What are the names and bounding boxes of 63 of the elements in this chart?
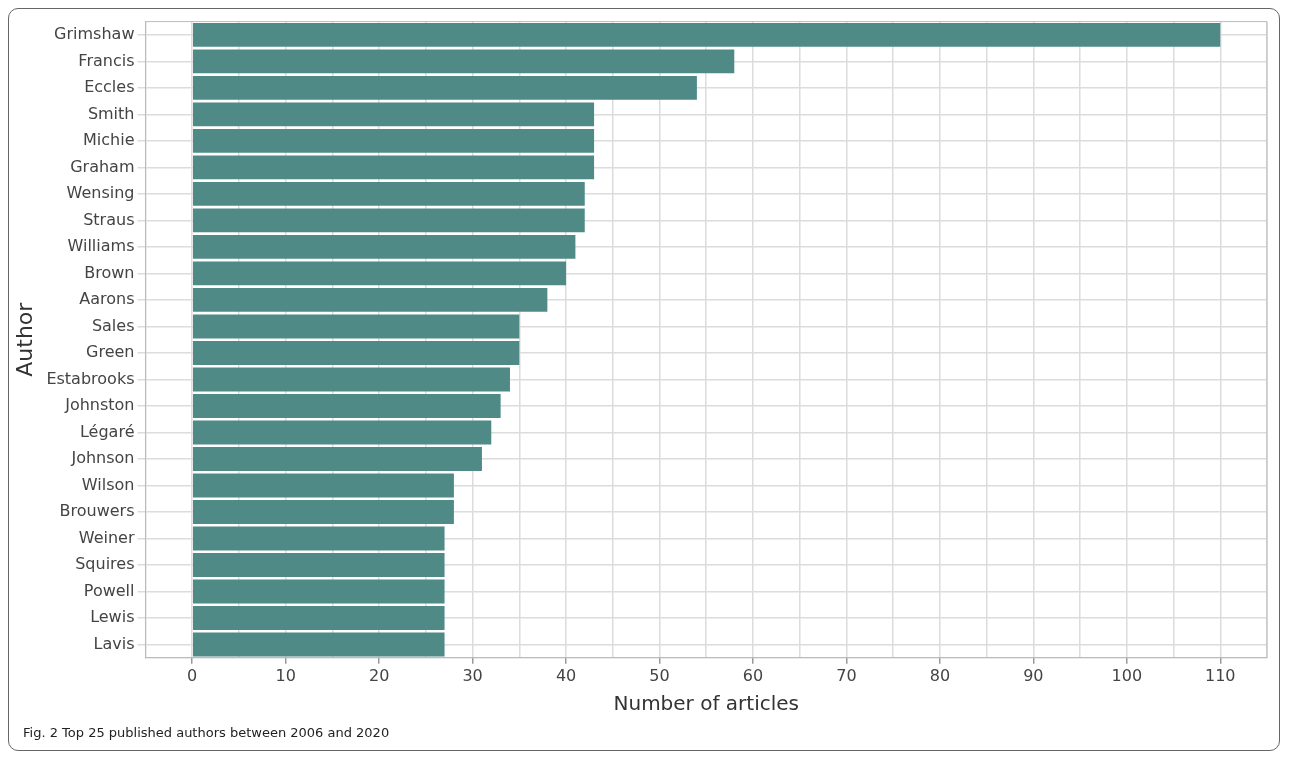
bar (192, 288, 548, 312)
bar (192, 473, 454, 498)
x-tick-label: 60 (742, 665, 764, 685)
y-tick-label: Michie (83, 130, 135, 150)
y-tick-label: Squires (75, 554, 135, 574)
x-tick-label: 90 (1023, 665, 1044, 685)
y-tick-label: Estabrooks (46, 368, 135, 388)
bar (192, 367, 510, 392)
x-tick-label: 30 (462, 665, 483, 685)
bar (192, 526, 445, 551)
bar (192, 606, 445, 630)
x-tick-label: 110 (1205, 665, 1236, 685)
y-tick-label: Straus (83, 209, 135, 229)
y-tick-label: Green (86, 342, 135, 362)
bar (192, 181, 585, 206)
bar (192, 632, 445, 657)
y-tick-label: Weiner (78, 527, 135, 547)
y-tick-label: Aarons (79, 289, 135, 309)
bar (192, 261, 567, 286)
bar (192, 22, 1221, 47)
x-axis-title: Number of articles (613, 691, 799, 716)
bar (192, 234, 576, 259)
y-tick-label: Smith (87, 103, 135, 123)
x-tick-label: 10 (275, 665, 296, 685)
y-tick-label: Wensing (66, 183, 135, 203)
y-tick-label: Graham (70, 156, 135, 176)
bar (192, 579, 445, 604)
bar (192, 341, 520, 365)
y-tick-label: Wilson (81, 474, 135, 494)
y-tick-label: Lewis (90, 607, 135, 627)
y-tick-label: Powell (83, 580, 135, 600)
x-tick-label: 40 (555, 665, 577, 685)
caption: Fig. 2 Top 25 published authors between 2006 and 2020 (22, 724, 391, 742)
x-tick-label: 100 (1111, 665, 1143, 685)
y-tick-label: Grimshaw (54, 24, 135, 44)
bar (192, 553, 445, 577)
y-tick-label: Brown (84, 262, 135, 282)
x-tick-label: 20 (368, 665, 390, 685)
bar (192, 500, 454, 524)
x-tick-label: 50 (649, 665, 670, 685)
y-axis-title: Author (11, 301, 37, 377)
bar (192, 420, 492, 445)
y-tick-label: Williams (67, 236, 135, 256)
bar (192, 314, 520, 339)
bar (192, 447, 482, 471)
bar (192, 394, 501, 418)
y-tick-label: Eccles (84, 77, 135, 97)
bar (192, 75, 697, 100)
x-tick-label: 70 (836, 665, 857, 685)
bar (192, 102, 595, 127)
y-tick-label: Francis (78, 50, 135, 70)
y-tick-label: Lavis (93, 633, 135, 653)
x-tick-label: 80 (929, 665, 951, 685)
x-tick-label: 0 (187, 665, 198, 685)
bar (192, 49, 735, 74)
y-tick-label: Johnson (70, 448, 135, 468)
bar (192, 208, 585, 233)
y-tick-label: Brouwers (59, 501, 135, 521)
bar (192, 155, 595, 180)
y-tick-label: Légaré (79, 421, 135, 441)
y-tick-label: Johnston (64, 395, 135, 415)
y-tick-label: Sales (91, 315, 135, 335)
bar (192, 128, 595, 153)
